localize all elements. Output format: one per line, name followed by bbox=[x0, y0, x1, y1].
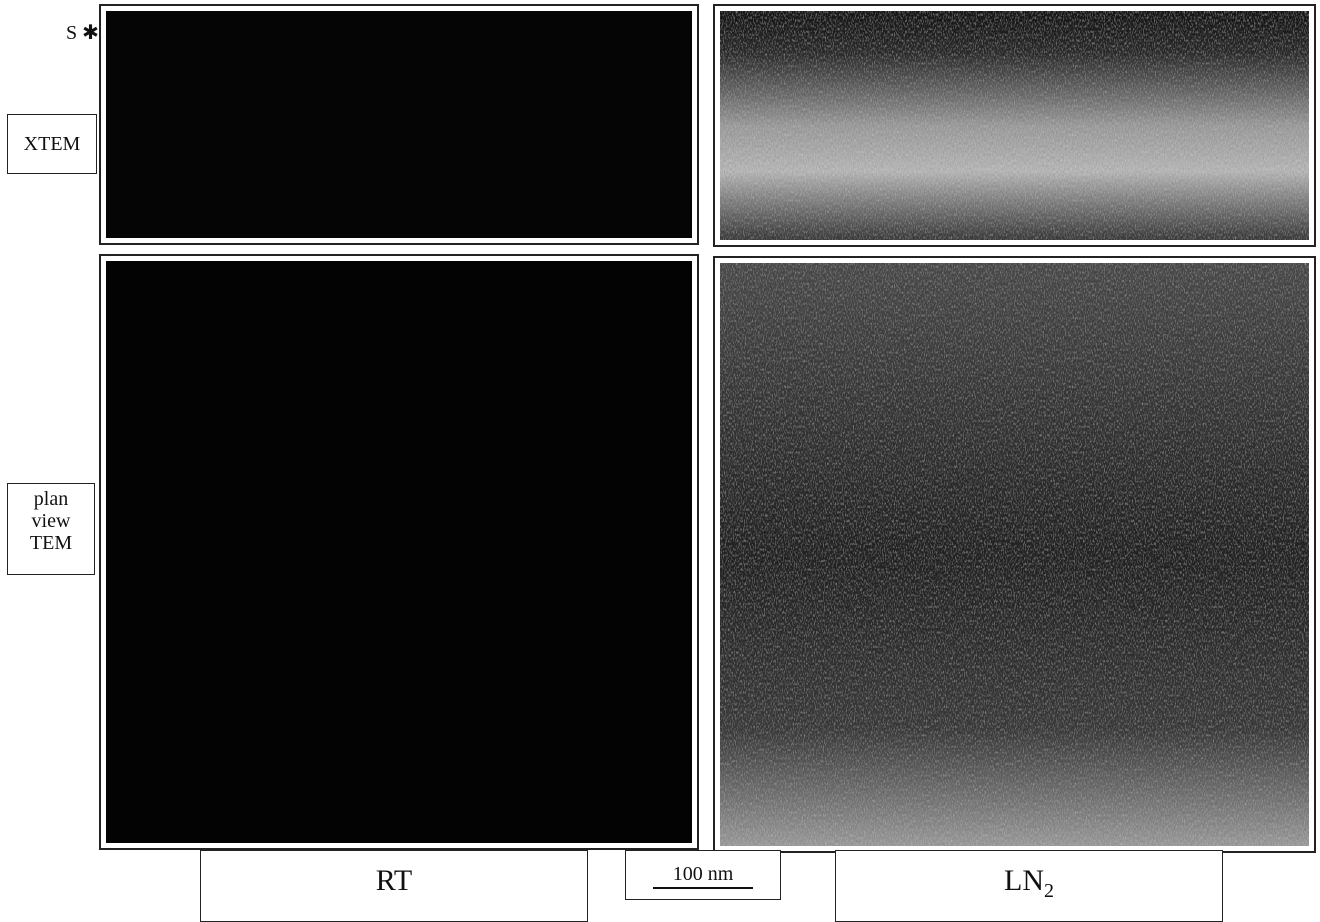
ln2-main: LN bbox=[1004, 864, 1044, 897]
plan-rt-image-frame bbox=[99, 254, 699, 850]
plan-view-line: TEM bbox=[8, 532, 94, 554]
xtem-ln2-image-frame bbox=[713, 4, 1316, 247]
plan-ln2-image bbox=[720, 263, 1309, 846]
figure-page: {"labels": {"surface_marker": "S", "xtem… bbox=[0, 0, 1320, 911]
scale-bar-label: 100 nm bbox=[673, 863, 734, 885]
scale-bar-line bbox=[653, 887, 753, 889]
scale-bar-box: 100 nm bbox=[625, 850, 781, 900]
plan-view-line: plan bbox=[8, 488, 94, 510]
xtem-ln2-image bbox=[720, 11, 1309, 240]
plan-view-label: plan view TEM bbox=[7, 483, 95, 575]
plan-ln2-image-frame bbox=[713, 256, 1316, 853]
plan-view-line: view bbox=[8, 510, 94, 532]
xtem-rt-image bbox=[106, 11, 692, 238]
xtem-rt-image-frame bbox=[99, 4, 699, 245]
xtem-label: XTEM bbox=[7, 114, 97, 174]
ln2-sub: 2 bbox=[1044, 880, 1054, 902]
plan-rt-image bbox=[106, 261, 692, 843]
surface-marker: S ✱ bbox=[66, 20, 99, 45]
ln2-column-label: LN2 bbox=[835, 850, 1223, 922]
rt-column-label: RT bbox=[200, 850, 588, 922]
